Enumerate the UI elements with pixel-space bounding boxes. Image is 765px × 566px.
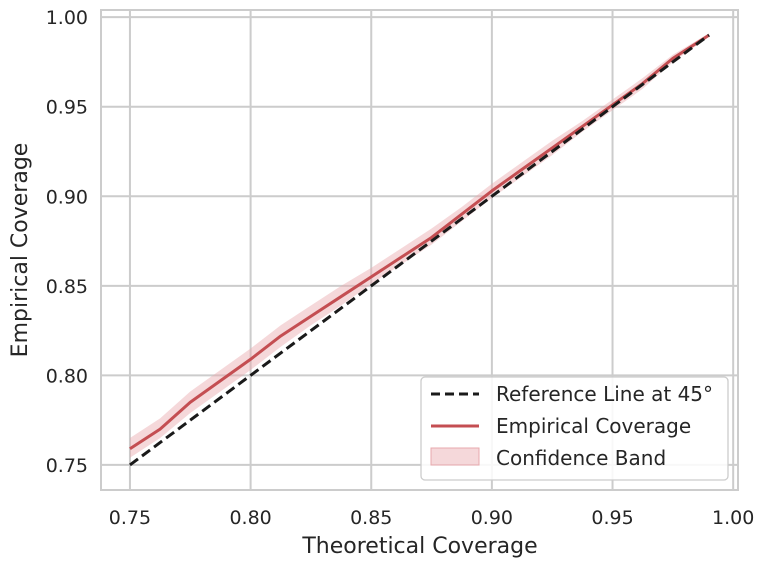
x-tick-label: 0.90 <box>471 507 513 529</box>
x-tick-label: 0.75 <box>109 507 151 529</box>
legend: Reference Line at 45° Empirical Coverage… <box>420 376 729 481</box>
y-tick-label: 0.75 <box>46 455 88 477</box>
legend-box <box>420 376 729 481</box>
x-axis-ticks: 0.75 0.80 0.85 0.90 0.95 1.00 <box>109 507 755 529</box>
legend-swatch-band <box>430 447 480 466</box>
reference-line <box>129 33 710 467</box>
y-axis-ticks: 0.75 0.80 0.85 0.90 0.95 1.00 <box>46 7 88 477</box>
legend-label-empirical: Empirical Coverage <box>496 414 691 438</box>
x-tick-label: 1.00 <box>712 507 754 529</box>
series-lines <box>129 33 710 467</box>
empirical-coverage-line <box>129 33 710 451</box>
y-tick-label: 0.85 <box>46 276 88 298</box>
legend-label-band: Confidence Band <box>496 446 666 470</box>
y-tick-label: 0.90 <box>46 186 88 208</box>
y-tick-label: 0.80 <box>46 365 88 387</box>
x-tick-label: 0.80 <box>229 507 271 529</box>
y-axis-title: Empirical Coverage <box>8 143 33 358</box>
x-tick-label: 0.85 <box>350 507 392 529</box>
y-tick-label: 0.95 <box>46 97 88 119</box>
y-tick-label: 1.00 <box>46 7 88 29</box>
legend-label-reference: Reference Line at 45° <box>496 382 713 406</box>
x-tick-label: 0.95 <box>591 507 633 529</box>
x-axis-title: Theoretical Coverage <box>301 534 537 559</box>
